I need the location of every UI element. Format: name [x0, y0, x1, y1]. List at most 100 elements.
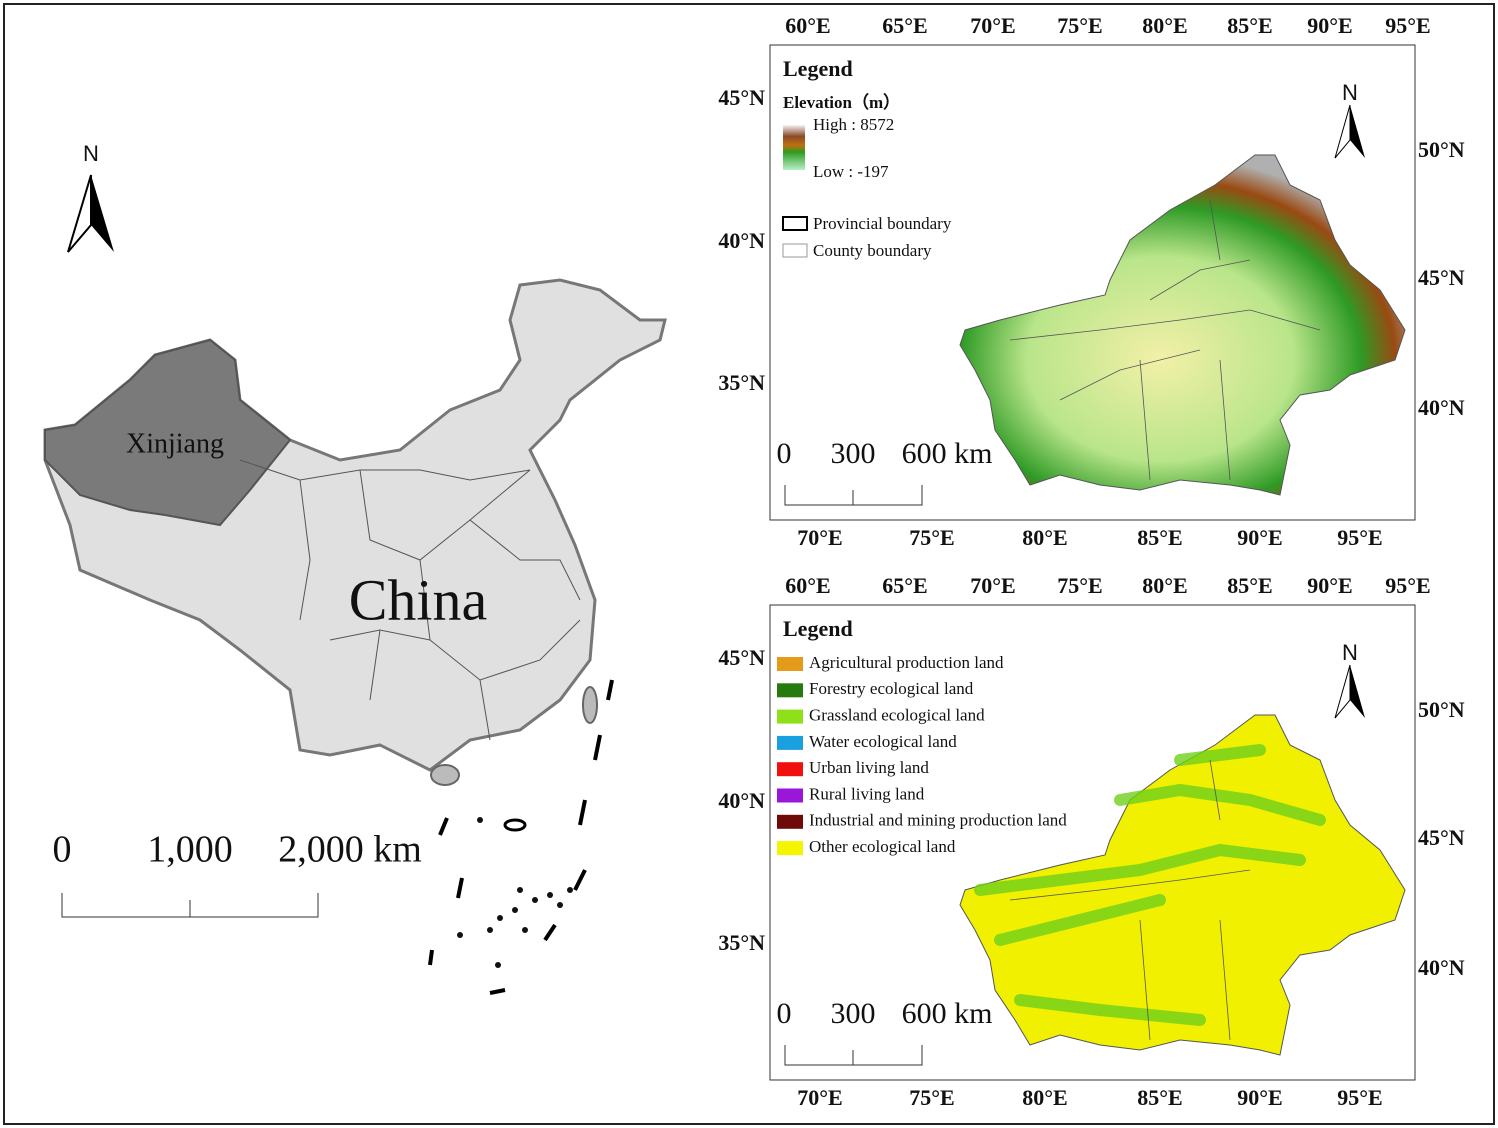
lon-label: 80°E: [1022, 525, 1067, 550]
legend-title: Legend: [783, 616, 853, 641]
lon-label: 80°E: [1022, 1085, 1067, 1110]
lon-label: 95°E: [1337, 1085, 1382, 1110]
lon-label: 70°E: [970, 13, 1015, 38]
north-arrow: [1350, 105, 1365, 158]
elevation-ramp: [783, 125, 805, 170]
scale-label: 0: [777, 437, 792, 470]
legend-item: Water ecological land: [809, 732, 957, 751]
legend-swatch: [777, 709, 803, 724]
legend-item: Other ecological land: [809, 837, 956, 856]
scale-bar: [61, 893, 319, 918]
lat-label: 40°N: [1418, 955, 1465, 980]
legend-swatch: [777, 841, 803, 856]
scale-label: 0: [53, 829, 72, 871]
lon-label: 95°E: [1385, 573, 1430, 598]
legend-item: Industrial and mining production land: [809, 811, 1067, 830]
nine-dash-line: [428, 679, 614, 995]
county-boundaries: [1009, 759, 1251, 1041]
lon-label: 75°E: [909, 525, 954, 550]
lat-label: 40°N: [1418, 395, 1465, 420]
legend-swatch: [782, 216, 808, 231]
lon-label: 75°E: [909, 1085, 954, 1110]
lon-label: 70°E: [970, 573, 1015, 598]
scale-bar: [784, 485, 923, 506]
lat-label: 40°N: [718, 228, 765, 253]
scale-label: 300: [831, 437, 876, 470]
legend-swatch: [777, 762, 803, 777]
lon-label: 70°E: [797, 525, 842, 550]
legend-title: Legend: [783, 56, 853, 81]
lon-label: 90°E: [1307, 573, 1352, 598]
north-arrow: [91, 175, 114, 252]
xinjiang-region: [44, 338, 292, 527]
lon-label: 85°E: [1227, 13, 1272, 38]
outer-border: [3, 3, 1495, 1125]
legend-item: Forestry ecological land: [809, 679, 974, 698]
lat-label: 45°N: [1418, 265, 1465, 290]
lat-label: 40°N: [718, 788, 765, 813]
scale-label: 1,000: [147, 829, 233, 871]
lon-label: 95°E: [1337, 525, 1382, 550]
scale-label: 300: [831, 997, 876, 1030]
scale-label: 600 km: [902, 997, 993, 1030]
legend-item: Grassland ecological land: [809, 706, 985, 725]
lon-label: 70°E: [797, 1085, 842, 1110]
lon-label: 85°E: [1227, 573, 1272, 598]
lon-label: 95°E: [1385, 13, 1430, 38]
land-use-map: [769, 604, 1416, 1081]
islands: [457, 817, 573, 968]
north-arrow: [67, 174, 92, 253]
scale-bar: [784, 1045, 923, 1066]
lon-label: 60°E: [785, 573, 830, 598]
region-label: Xinjiang: [126, 428, 224, 459]
lon-label: 90°E: [1237, 525, 1282, 550]
legend-low: Low : -197: [813, 162, 889, 181]
lat-label: 35°N: [718, 370, 765, 395]
lon-label: 60°E: [785, 13, 830, 38]
lat-label: 50°N: [1418, 697, 1465, 722]
legend-subtitle: Elevation（m）: [783, 92, 900, 112]
lon-label: 90°E: [1307, 13, 1352, 38]
lat-label: 50°N: [1418, 137, 1465, 162]
lat-label: 35°N: [718, 930, 765, 955]
elevation-map: [769, 44, 1416, 521]
country-label: China: [349, 567, 488, 632]
legend-swatch: [782, 243, 808, 258]
island: [503, 818, 527, 832]
legend-swatch: [777, 814, 803, 829]
legend-swatch: [777, 788, 803, 803]
legend-item: Agricultural production land: [809, 653, 1004, 672]
legend-swatch: [777, 683, 803, 698]
north-label: N: [1342, 80, 1358, 105]
county-boundaries: [1009, 199, 1321, 481]
north-arrow: [1350, 665, 1365, 718]
lon-label: 80°E: [1142, 573, 1187, 598]
china-map: N Xinjiang China: [43, 141, 667, 995]
legend-item: Urban living land: [809, 758, 929, 777]
lon-label: 90°E: [1237, 1085, 1282, 1110]
legend-high: High : 8572: [813, 115, 894, 134]
lon-label: 65°E: [882, 13, 927, 38]
lon-label: 80°E: [1142, 13, 1187, 38]
scale-label: 2,000 km: [278, 829, 422, 871]
north-label: N: [1342, 640, 1358, 665]
taiwan: [582, 686, 598, 724]
legend-item: Provincial boundary: [813, 214, 952, 233]
grassland-patches: [974, 744, 1326, 1026]
north-label: N: [83, 141, 99, 166]
lat-label: 45°N: [1418, 825, 1465, 850]
legend-item: County boundary: [813, 241, 932, 260]
scale-label: 600 km: [902, 437, 993, 470]
lon-label: 75°E: [1057, 573, 1102, 598]
lat-label: 45°N: [718, 645, 765, 670]
lon-label: 85°E: [1137, 1085, 1182, 1110]
lon-label: 75°E: [1057, 13, 1102, 38]
legend-item: Rural living land: [809, 784, 925, 803]
scale-label: 0: [777, 997, 792, 1030]
legend-swatch: [777, 657, 803, 671]
lon-label: 85°E: [1137, 525, 1182, 550]
legend-swatch: [777, 735, 803, 750]
hainan: [430, 764, 460, 786]
lon-label: 65°E: [882, 573, 927, 598]
